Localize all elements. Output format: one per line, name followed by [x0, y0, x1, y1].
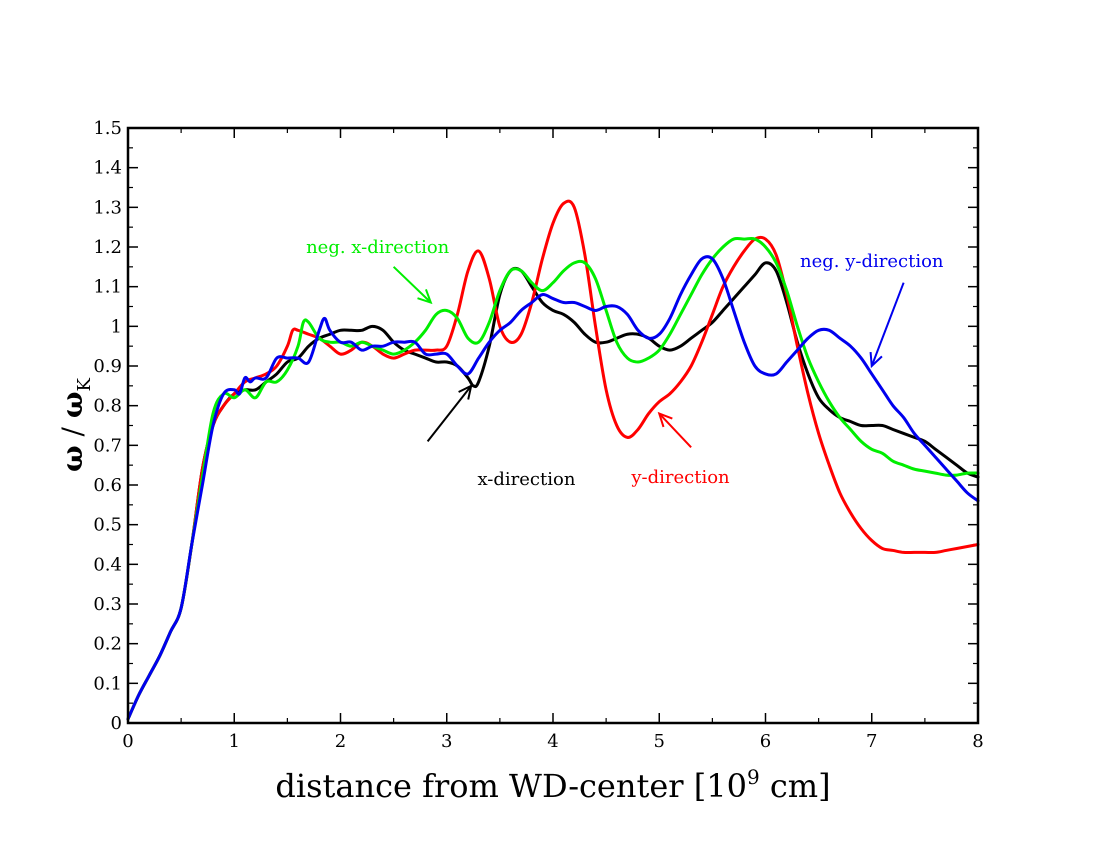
x-tick-label: 2: [335, 731, 346, 752]
annotation-arrow-x-direction: [426, 385, 472, 442]
y-tick-label: 0.2: [93, 634, 122, 655]
y-axis-label-omega: ω: [56, 445, 89, 472]
annotation-x-direction: x-direction: [477, 469, 575, 490]
y-tick-label: 0.5: [93, 515, 122, 536]
y-tick-label: 1.2: [93, 237, 122, 258]
x-axis-label: distance from WD-center [109 cm]: [275, 765, 830, 805]
plot-frame: [126, 126, 980, 725]
y-tick-label: 0: [111, 713, 122, 734]
x-tick-label: 6: [760, 731, 771, 752]
y-tick-label: 0.6: [93, 475, 122, 496]
y-tick-label: 1.5: [93, 118, 122, 139]
y-tick-label: 1.1: [93, 277, 122, 298]
series-layer: [126, 199, 980, 721]
annotation-arrow-neg-y-direction: [870, 282, 905, 367]
x-tick-label: 5: [654, 731, 665, 752]
tick-labels: 0 1 2 3 4 5 6 7 8 0 0.1 0.2 0.3 0.4 0.5 0.6 0.7 0.8 0.9 1 1.…: [93, 118, 983, 752]
annotation-neg-x-direction: neg. x-direction: [306, 237, 450, 258]
y-tick-label: 0.3: [93, 594, 122, 615]
series-line-neg-y-direction: [126, 255, 980, 721]
y-tick-label: 1.4: [93, 158, 122, 179]
x-tick-label: 3: [441, 731, 452, 752]
y-axis-label-subscript: K: [74, 377, 95, 391]
x-tick-label: 0: [122, 731, 133, 752]
y-tick-label: 0.4: [93, 554, 122, 575]
series-line-neg-x-direction: [126, 236, 980, 721]
annotation-y-direction: y-direction: [630, 467, 730, 488]
x-axis-label-unit: cm]: [760, 767, 831, 805]
y-tick-label: 1: [111, 316, 122, 337]
y-tick-label: 0.8: [93, 396, 122, 417]
x-axis-label-exponent: 9: [747, 765, 760, 789]
annotation-layer: x-direction y-direction neg. x-direction ne…: [306, 237, 944, 490]
x-tick-label: 1: [229, 731, 240, 752]
x-tick-label: 7: [866, 731, 877, 752]
y-tick-label: 0.7: [93, 435, 122, 456]
y-tick-label: 1.3: [93, 197, 122, 218]
y-axis-label-omega-k: ω: [56, 391, 89, 418]
y-tick-label: 0.1: [93, 673, 122, 694]
y-tick-label: 0.9: [93, 356, 122, 377]
annotation-arrowhead-x-direction: [458, 384, 473, 400]
y-axis-label-separator: /: [56, 418, 89, 445]
annotation-arrow-neg-x-direction: [392, 266, 432, 304]
y-axis-label: ω / ωK: [56, 377, 95, 472]
annotation-arrowhead-neg-x-direction: [417, 289, 433, 305]
annotation-arrow-y-direction: [658, 412, 692, 449]
x-tick-label: 4: [547, 731, 558, 752]
annotation-arrowhead-neg-y-direction: [869, 351, 883, 369]
x-tick-label: 8: [972, 731, 983, 752]
annotation-neg-y-direction: neg. y-direction: [800, 251, 944, 272]
x-axis-label-text: distance from WD-center [10: [275, 767, 747, 805]
annotation-arrowhead-y-direction: [657, 411, 673, 428]
